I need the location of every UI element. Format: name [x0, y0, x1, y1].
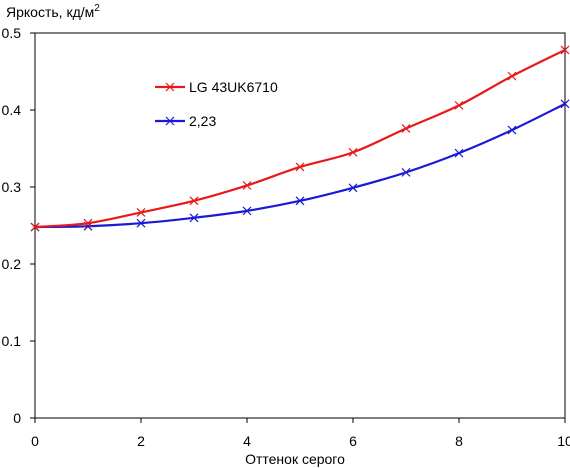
data-point-stroke — [242, 206, 252, 216]
data-point — [401, 124, 411, 133]
y-axis-title: Яркость, кд/м2 — [6, 3, 100, 20]
series-0 — [30, 45, 570, 232]
legend: LG 43UK6710 2,23 — [155, 79, 278, 129]
data-point — [189, 213, 199, 223]
y-tick-label: 0.2 — [2, 256, 22, 272]
data-point — [507, 71, 517, 81]
legend-marker-stroke — [165, 116, 175, 126]
data-point-stroke — [348, 147, 358, 157]
data-point — [560, 45, 570, 55]
series-line — [34, 102, 566, 229]
data-point — [401, 167, 411, 177]
data-point — [295, 196, 305, 206]
legend-item-1: 2,23 — [155, 113, 216, 129]
y-tick-label: 0.1 — [2, 333, 22, 349]
data-point-stroke — [401, 124, 411, 133]
data-point — [136, 218, 146, 228]
data-point — [348, 147, 358, 157]
data-point-stroke — [136, 218, 146, 228]
x-axis-title: Оттенок серого — [245, 451, 345, 467]
data-point-stroke — [401, 167, 411, 177]
x-tick-label: 2 — [137, 433, 145, 449]
data-point-stroke — [348, 183, 358, 193]
y-tick-label: 0.5 — [2, 25, 22, 41]
data-point-stroke — [189, 196, 199, 206]
data-point-stroke — [295, 162, 305, 172]
data-point — [136, 207, 146, 217]
x-tick-label: 6 — [349, 433, 357, 449]
data-point-stroke — [136, 207, 146, 217]
x-tick-label: 0 — [31, 433, 39, 449]
data-point — [454, 148, 464, 158]
axes: 0 2 4 6 8 10 0 0.1 0.2 0.3 0.4 0.5 — [2, 25, 570, 449]
data-point-stroke — [295, 196, 305, 206]
data-point — [348, 183, 358, 193]
x-tick-label: 10 — [557, 433, 570, 449]
data-point-stroke — [507, 125, 517, 135]
data-point — [189, 196, 199, 206]
series-layer — [30, 45, 570, 232]
legend-marker — [165, 116, 175, 126]
y-tick-label: 0.4 — [2, 102, 22, 118]
data-point — [295, 162, 305, 172]
plot-frame — [34, 32, 566, 419]
legend-marker — [165, 82, 175, 92]
data-point-stroke — [454, 148, 464, 158]
data-point — [507, 125, 517, 135]
legend-marker-stroke — [165, 82, 175, 92]
legend-label: LG 43UK6710 — [189, 79, 278, 95]
data-point — [242, 181, 252, 190]
data-point — [560, 99, 570, 109]
y-axis-title-superscript: 2 — [94, 3, 100, 14]
series-1 — [30, 99, 570, 232]
data-point-stroke — [560, 45, 570, 55]
data-point — [242, 206, 252, 216]
data-point — [83, 218, 93, 228]
x-tick-label: 4 — [243, 433, 251, 449]
legend-item-0: LG 43UK6710 — [155, 79, 278, 95]
data-point-stroke — [454, 100, 464, 110]
data-point — [454, 100, 464, 110]
data-point-stroke — [560, 99, 570, 109]
x-tick-label: 8 — [455, 433, 463, 449]
y-tick-label: 0.3 — [2, 179, 22, 195]
data-point-stroke — [30, 222, 40, 232]
data-point-stroke — [242, 181, 252, 190]
legend-label: 2,23 — [189, 113, 216, 129]
data-point-stroke — [507, 71, 517, 81]
data-point — [30, 222, 40, 232]
y-tick-label: 0 — [13, 410, 21, 426]
data-point-stroke — [83, 218, 93, 228]
data-point-stroke — [189, 213, 199, 223]
